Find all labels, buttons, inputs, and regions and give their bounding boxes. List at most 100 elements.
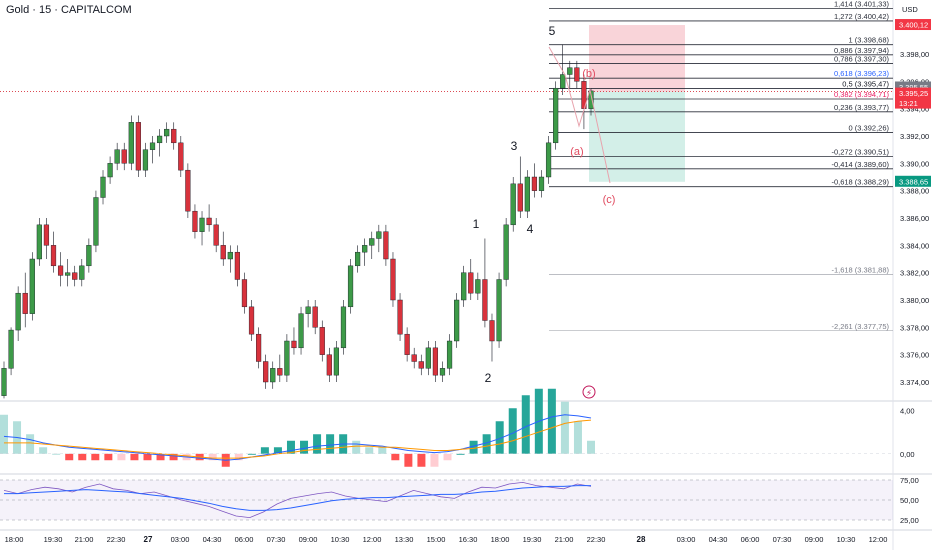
wave-label: 1 <box>473 217 480 231</box>
price-marker-bg <box>895 19 931 31</box>
candle-body <box>100 176 106 198</box>
rsi-tick: 75,00 <box>900 476 919 485</box>
time-tick: 15:00 <box>427 535 446 544</box>
candle-body <box>305 306 311 314</box>
candle-body <box>567 67 573 75</box>
price-tick: 3.382,00 <box>900 269 929 278</box>
candle-body <box>291 340 297 349</box>
macd-histogram-bar <box>39 447 48 454</box>
candle-body <box>312 306 318 328</box>
candle-body <box>65 272 71 276</box>
time-tick: 18:00 <box>491 535 510 544</box>
wave-label: 5 <box>549 24 556 38</box>
time-tick: 04:30 <box>203 535 222 544</box>
time-tick: 09:00 <box>299 535 318 544</box>
symbol-title: Gold · 15 · CAPITALCOM <box>6 4 132 16</box>
candle-body <box>362 245 368 253</box>
candle-body <box>588 90 594 109</box>
candle-body <box>411 354 417 362</box>
price-marker: 3.388,65 <box>899 177 928 186</box>
macd-histogram-bar <box>26 434 35 454</box>
macd-histogram-bar <box>326 434 335 454</box>
price-tick: 3.376,00 <box>900 351 929 360</box>
price-tick: 3.398,00 <box>900 50 929 59</box>
wave-label: 2 <box>485 371 492 385</box>
candle-body <box>538 176 545 191</box>
wave-label: (c) <box>603 194 616 206</box>
time-tick: 12:00 <box>363 535 382 544</box>
macd-histogram-bar <box>352 440 361 454</box>
fib-label: 1,272 (3.400,42) <box>834 12 890 21</box>
macd-histogram-bar <box>378 447 387 454</box>
candle-body <box>383 231 389 260</box>
time-tick: 22:30 <box>587 535 606 544</box>
price-tick: 3.386,00 <box>900 214 929 223</box>
candle-body <box>156 135 163 144</box>
candle-body <box>517 183 523 212</box>
time-tick: 19:30 <box>44 535 63 544</box>
candle-body <box>284 340 290 376</box>
macd-histogram-bar <box>130 453 139 461</box>
candle-body <box>524 176 530 212</box>
price-tick: 3.378,00 <box>900 323 929 332</box>
macd-histogram-bar <box>391 453 400 461</box>
candle-body <box>164 128 170 137</box>
wave-label: (b) <box>582 68 595 80</box>
time-tick: 12:00 <box>869 535 888 544</box>
candle-body <box>142 149 149 171</box>
fib-label: 0,236 (3.393,77) <box>834 103 890 112</box>
time-tick: 19:30 <box>523 535 542 544</box>
candle-body <box>454 299 460 342</box>
candle-body <box>107 163 113 178</box>
candle-body <box>503 224 509 280</box>
lightning-icon[interactable]: ⚡ <box>586 389 592 399</box>
candle-body <box>206 217 212 226</box>
price-tick: 3.388,00 <box>900 187 929 196</box>
macd-histogram-bar <box>456 453 465 455</box>
time-tick: 10:30 <box>331 535 350 544</box>
price-tick: 3.380,00 <box>900 296 929 305</box>
price-tick: 3.392,00 <box>900 132 929 141</box>
macd-histogram-bar <box>508 408 517 454</box>
candle-body <box>446 340 453 369</box>
candle-body <box>227 251 233 260</box>
fib-label: 0,786 (3.397,30) <box>834 55 890 64</box>
fib-label: 1 (3.398,68) <box>849 36 890 45</box>
macd-histogram-bar <box>104 453 113 461</box>
time-tick: 21:00 <box>555 535 574 544</box>
candle-body <box>50 245 57 267</box>
rsi-line <box>3 481 592 519</box>
time-tick: 04:30 <box>709 535 728 544</box>
candle-body <box>298 313 304 349</box>
candle-body <box>404 333 410 355</box>
candle-body <box>185 169 191 212</box>
macd-histogram-bar <box>208 453 217 461</box>
candle-body <box>574 67 580 82</box>
candle-body <box>149 142 156 150</box>
macd-histogram-bar <box>260 447 269 454</box>
macd-histogram-bar <box>156 453 165 461</box>
candle-body <box>553 87 559 144</box>
candle-body <box>15 292 21 331</box>
price-tick: 3.384,00 <box>900 241 929 250</box>
macd-histogram-bar <box>313 434 322 454</box>
time-tick: 09:00 <box>805 535 824 544</box>
wave-label: 4 <box>527 222 534 236</box>
macd-histogram-bar <box>404 453 413 467</box>
time-tick: 07:30 <box>267 535 286 544</box>
lightning-icon[interactable] <box>582 385 596 399</box>
time-tick: 06:00 <box>741 535 760 544</box>
candle-body <box>319 327 325 355</box>
candle-body <box>114 149 120 164</box>
time-tick: 03:00 <box>171 535 190 544</box>
time-tick: 06:00 <box>235 535 254 544</box>
macd-histogram-bar <box>547 388 556 454</box>
macd-histogram-bar <box>469 440 478 454</box>
candle-body <box>333 347 339 376</box>
macd-histogram-bar <box>91 453 100 461</box>
fib-label: 0,5 (3.395,47) <box>842 80 889 89</box>
macd-histogram-bar <box>587 440 595 454</box>
candle-body <box>560 74 566 89</box>
price-tick: 3.374,00 <box>900 378 929 387</box>
